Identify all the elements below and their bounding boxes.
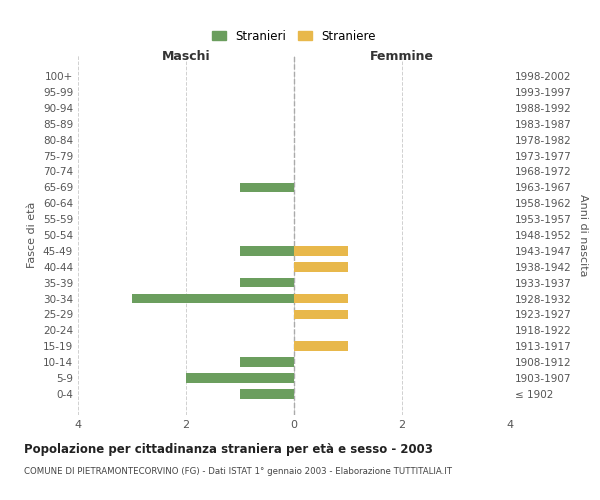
Bar	[294, 294, 348, 304]
Text: Femmine: Femmine	[370, 50, 434, 64]
Legend: Stranieri, Straniere: Stranieri, Straniere	[207, 25, 381, 48]
Bar	[240, 182, 294, 192]
Y-axis label: Anni di nascita: Anni di nascita	[578, 194, 588, 276]
Bar	[186, 373, 294, 382]
Bar	[294, 262, 348, 272]
Bar	[240, 358, 294, 367]
Bar	[294, 342, 348, 351]
Bar	[294, 246, 348, 256]
Text: Popolazione per cittadinanza straniera per età e sesso - 2003: Popolazione per cittadinanza straniera p…	[24, 442, 433, 456]
Bar	[240, 246, 294, 256]
Bar	[240, 389, 294, 398]
Text: COMUNE DI PIETRAMONTECORVINO (FG) - Dati ISTAT 1° gennaio 2003 - Elaborazione TU: COMUNE DI PIETRAMONTECORVINO (FG) - Dati…	[24, 468, 452, 476]
Bar	[294, 310, 348, 319]
Y-axis label: Fasce di età: Fasce di età	[28, 202, 37, 268]
Bar	[132, 294, 294, 304]
Text: Maschi: Maschi	[161, 50, 211, 64]
Bar	[240, 278, 294, 287]
